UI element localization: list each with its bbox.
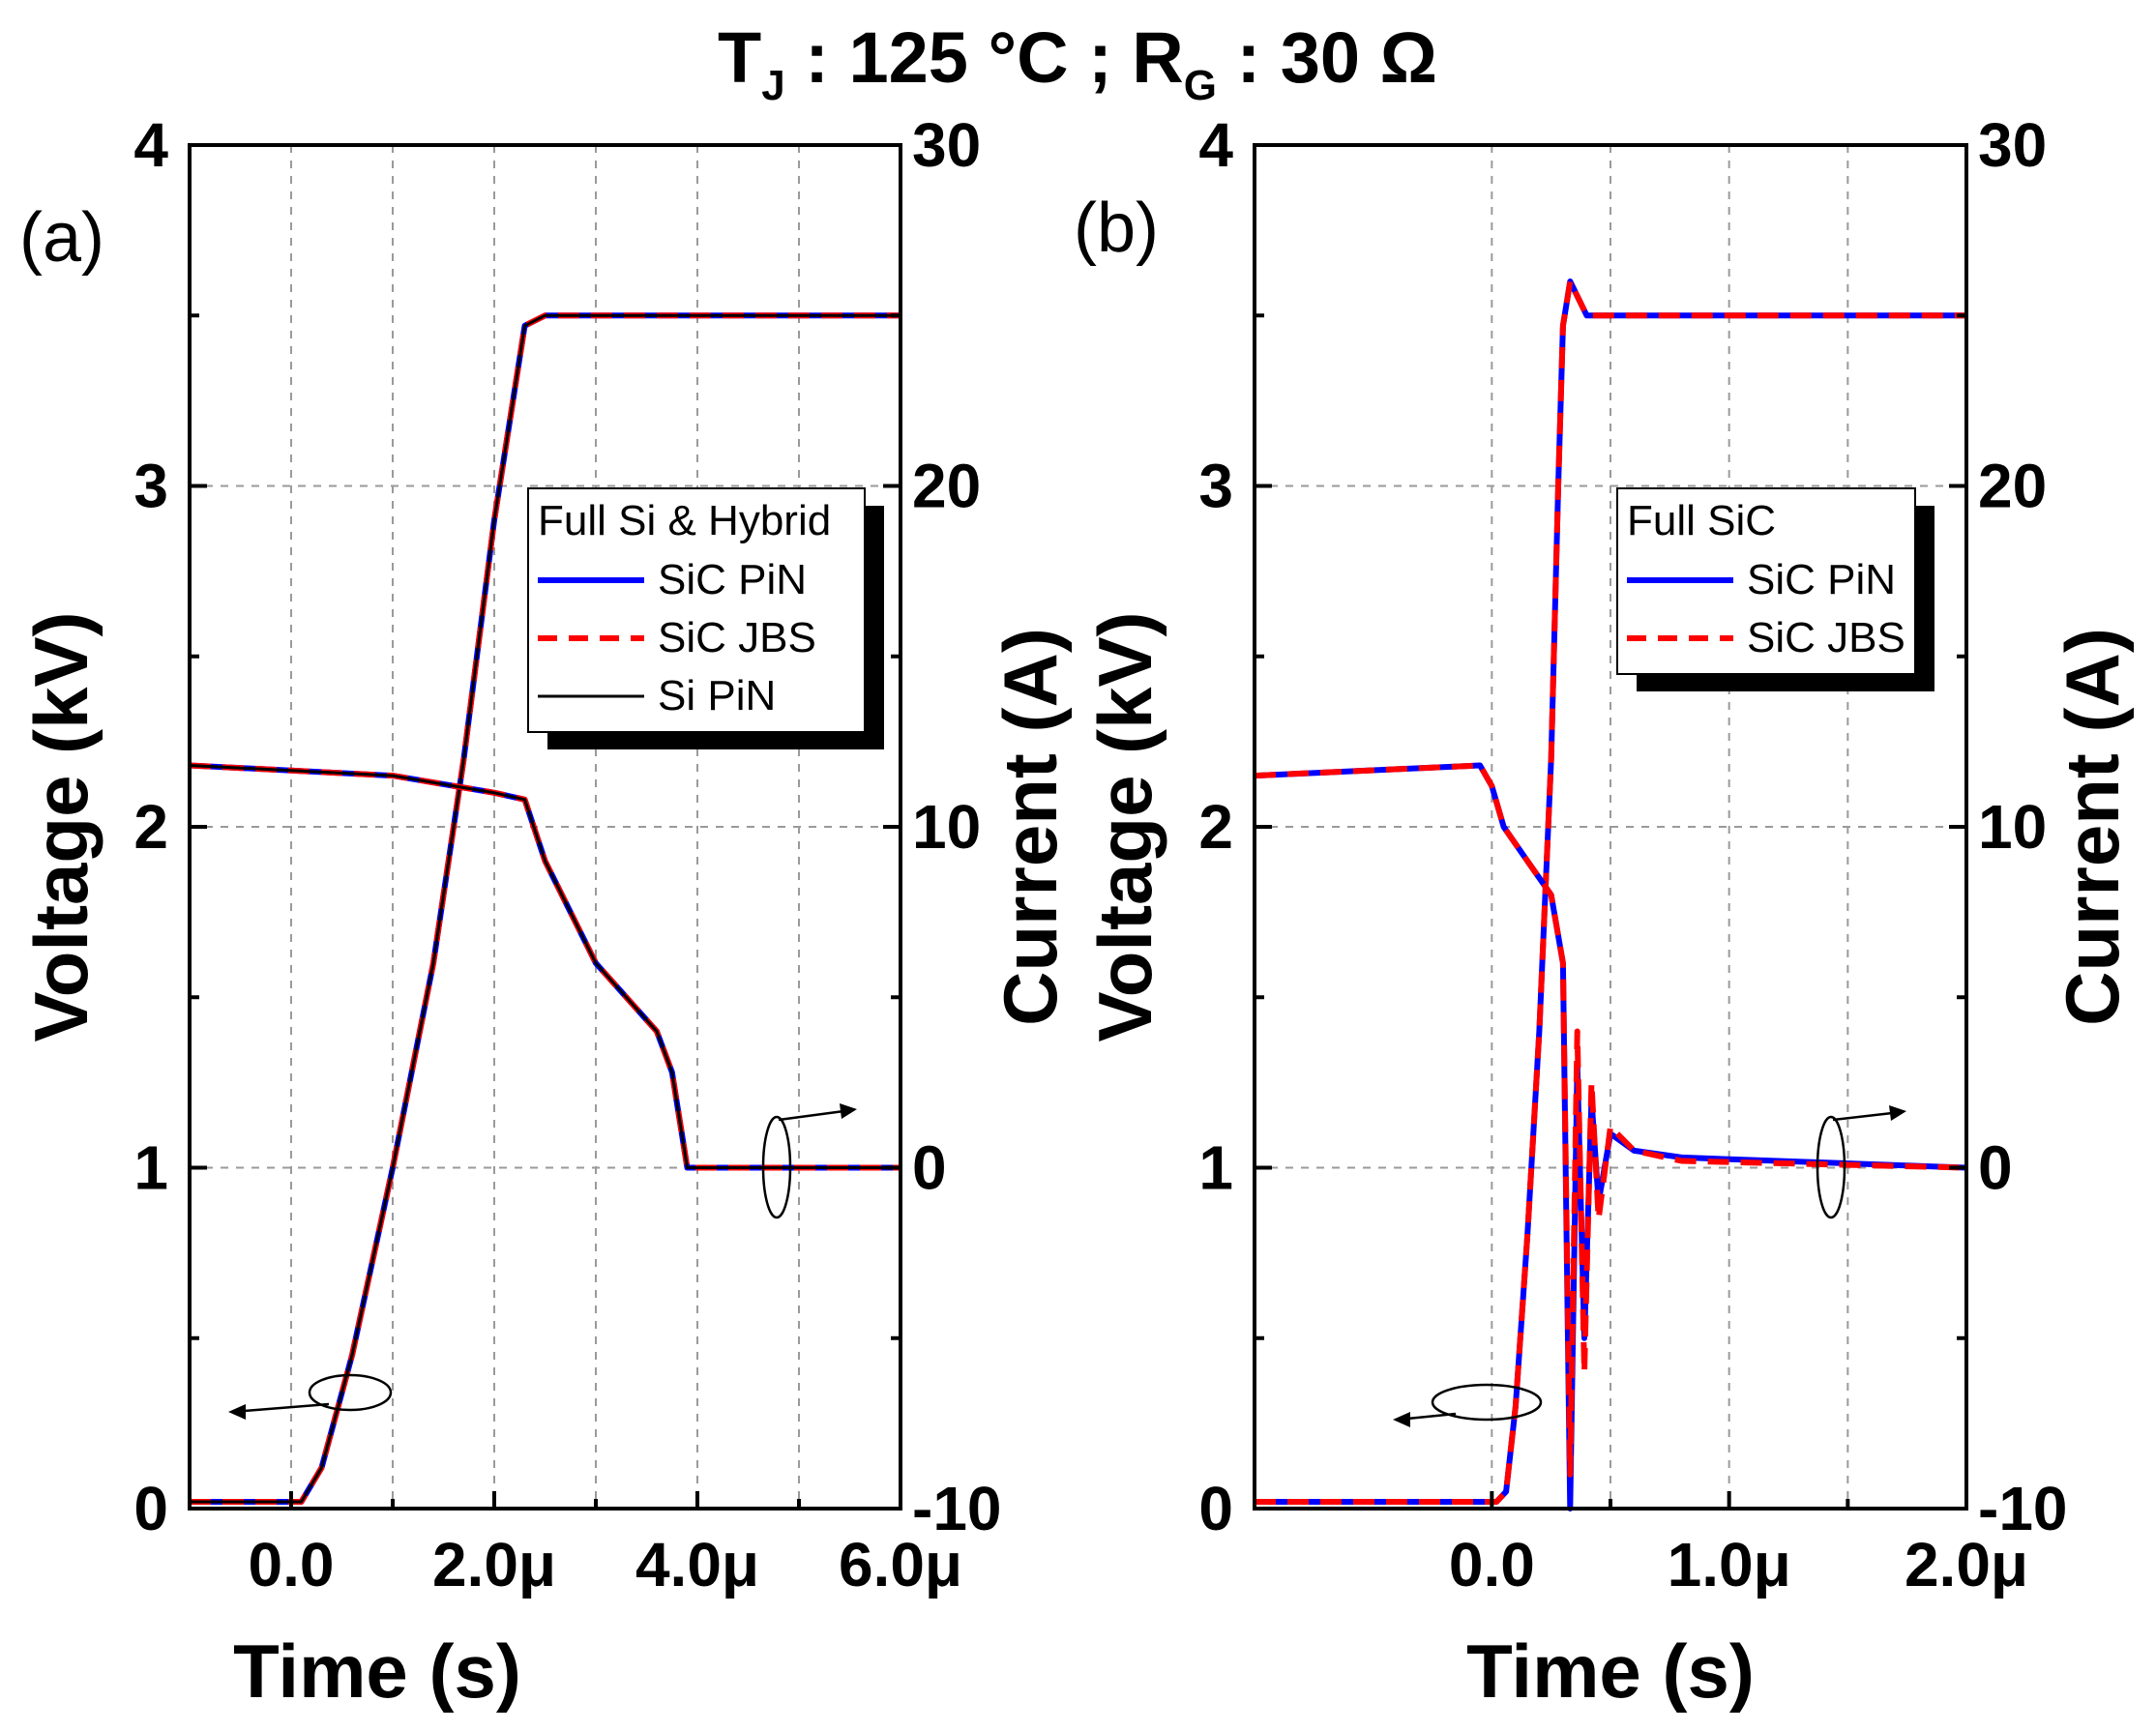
title-t: T xyxy=(718,17,761,98)
panel-b-ytick-label-0: 0 xyxy=(1198,1474,1233,1543)
panel-a-voltage-arrow xyxy=(231,1402,330,1414)
panel-b-y2tick-label-0: -10 xyxy=(1978,1474,2068,1543)
panel-b-y2tick-label-4: 30 xyxy=(1978,110,2047,180)
panel-a-legend: Full Si & Hybrid SiC PiN SiC JBS Si PiN xyxy=(527,487,884,749)
panel-b-current-ellipse xyxy=(1816,1115,1846,1219)
panel-b-ylabel: Voltage (kV) xyxy=(1082,612,1167,1042)
panel-a-current-arrow xyxy=(778,1108,852,1122)
panel-a-ytick-label-2: 2 xyxy=(133,792,168,862)
panel-b-series-0 xyxy=(1255,279,1966,1505)
panel-b-xtick-label-1: 1.0μ xyxy=(1668,1530,1791,1599)
panel-a-legend-label-si-pin: Si PiN xyxy=(658,672,776,719)
panel-b-ticks: 0.0 1.0μ 2.0μ 0 1 2 3 4 -10 0 10 20 30 xyxy=(1198,110,2067,1599)
panel-b-y2tick-label-2: 10 xyxy=(1978,792,2047,862)
title-t-sub: J xyxy=(761,62,784,109)
panel-b-current-arrowhead xyxy=(1889,1105,1906,1121)
panel-b-xtick-label-0: 0.0 xyxy=(1449,1530,1535,1599)
panel-b-series-3 xyxy=(1254,762,1967,1478)
panel-a-xtick-label-1: 2.0μ xyxy=(432,1530,556,1599)
panel-a-y2tick-label-1: 0 xyxy=(912,1133,947,1203)
panel-b-annotations xyxy=(1393,1105,1906,1427)
panel-a-legend-label-sic-pin: SiC PiN xyxy=(658,556,807,603)
panel-a-xlabel: Time (s) xyxy=(233,1628,521,1714)
panel-a-current-ellipse xyxy=(761,1115,792,1219)
title-temp: : 125 °C ; R xyxy=(785,17,1184,98)
panel-b-legend: Full SiC SiC PiN SiC JBS xyxy=(1616,487,1934,691)
panel-b-xlabel: Time (s) xyxy=(1466,1628,1755,1714)
panel-a-xtick-label-0: 0.0 xyxy=(249,1530,335,1599)
panel-b-ytick-label-1: 1 xyxy=(1198,1133,1233,1203)
panel-a-legend-title: Full Si & Hybrid xyxy=(538,497,831,544)
panel-b-y2label: Current (A) xyxy=(2050,628,2135,1026)
panel-b-ytick-label-3: 3 xyxy=(1198,452,1233,521)
panel-b-grid xyxy=(1255,145,1966,1509)
panel-b-legend-title: Full SiC xyxy=(1627,497,1776,544)
title-r-sub: G xyxy=(1184,62,1217,109)
panel-a-voltage-ellipse xyxy=(308,1373,393,1412)
panel-b-voltage-ellipse xyxy=(1431,1383,1543,1422)
panel-a-legend-label-sic-jbs: SiC JBS xyxy=(658,614,816,661)
panel-a-ytick-label-1: 1 xyxy=(133,1133,168,1203)
title-resistance: : 30 Ω xyxy=(1217,17,1437,98)
panel-a-ytick-label-0: 0 xyxy=(133,1474,168,1543)
panel-b-ytick-label-4: 4 xyxy=(1198,110,1233,180)
svg-text:TJ : 125 °C ; RG : 30 Ω: TJ : 125 °C ; RG : 30 Ω xyxy=(718,17,1437,109)
panel-a-annotations xyxy=(228,1103,857,1420)
panel-b-current-arrow xyxy=(1832,1110,1902,1122)
panel-a-ytick-label-3: 3 xyxy=(133,452,168,521)
panel-a-current-arrowhead xyxy=(840,1103,857,1119)
panel-a-voltage-arrowhead xyxy=(228,1404,246,1420)
panel-a-series-4 xyxy=(189,762,901,1171)
panel-a-y2tick-label-4: 30 xyxy=(912,110,981,180)
panel-a-series-3 xyxy=(189,762,901,1171)
panel-b-legend-label-sic-jbs: SiC JBS xyxy=(1747,614,1905,661)
panel-a-y2tick-label-2: 10 xyxy=(912,792,981,862)
panel-b-label: (b) xyxy=(1074,190,1159,267)
panel-b-series xyxy=(1254,279,1967,1511)
panel-b-legend-label-sic-pin: SiC PiN xyxy=(1747,556,1896,603)
panel-a-xtick-label-2: 4.0μ xyxy=(635,1530,759,1599)
panel-b-y2tick-label-1: 0 xyxy=(1978,1133,2013,1203)
panel-a-series-2 xyxy=(190,313,901,1504)
panel-a-ticks: 0.0 2.0μ 4.0μ 6.0μ 0 1 2 3 4 -10 0 10 20 30 xyxy=(133,110,1001,1599)
panel-a-series xyxy=(189,312,901,1505)
panel-a: 0.0 2.0μ 4.0μ 6.0μ 0 1 2 3 4 -10 0 10 20 30 (a) Time … xyxy=(18,110,1073,1714)
panel-a-label: (a) xyxy=(19,199,104,277)
panel-a-y2tick-label-3: 20 xyxy=(912,452,981,521)
panel-a-y2label: Current (A) xyxy=(988,628,1073,1026)
panel-b-voltage-arrowhead xyxy=(1393,1412,1410,1427)
panel-b-ytick-label-2: 2 xyxy=(1198,792,1233,862)
panel-b-xtick-label-2: 2.0μ xyxy=(1905,1530,2028,1599)
panel-a-series-5 xyxy=(189,764,901,1169)
panel-a-grid xyxy=(190,145,901,1509)
panel-a-y2tick-label-0: -10 xyxy=(912,1474,1002,1543)
panel-a-xtick-label-3: 6.0μ xyxy=(839,1530,962,1599)
panel-a-ylabel: Voltage (kV) xyxy=(18,612,103,1042)
figure-title: TJ : 125 °C ; RG : 30 Ω xyxy=(718,17,1437,109)
panel-b-y2tick-label-3: 20 xyxy=(1978,452,2047,521)
panel-a-ytick-label-4: 4 xyxy=(133,110,168,180)
panel-a-legend-box xyxy=(527,487,866,733)
